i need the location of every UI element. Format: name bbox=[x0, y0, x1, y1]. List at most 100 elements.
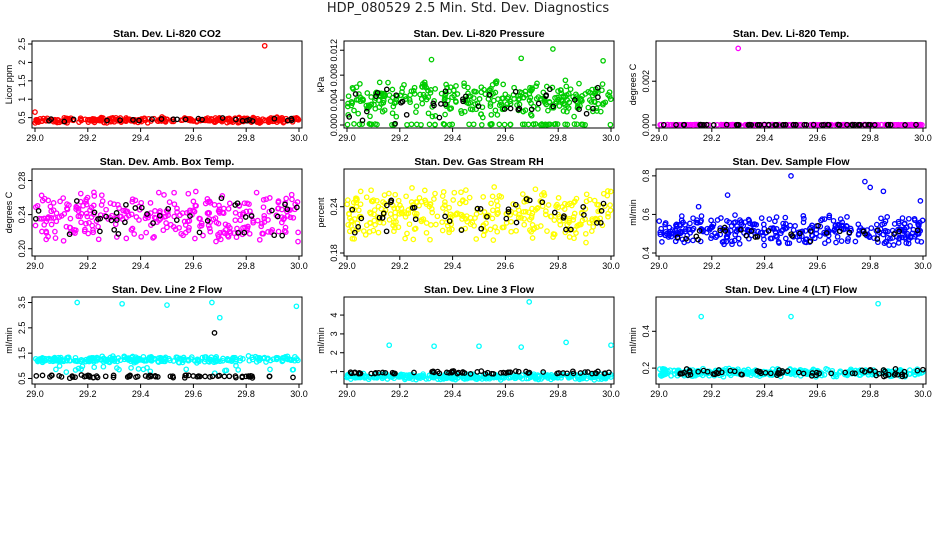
x-tick-label: 30.0 bbox=[290, 261, 308, 271]
point-dense bbox=[123, 235, 130, 242]
point-dense bbox=[588, 228, 595, 234]
point-dense bbox=[217, 230, 223, 236]
point-dense bbox=[164, 208, 171, 215]
point-black bbox=[288, 117, 295, 124]
point-dense bbox=[392, 191, 399, 198]
point-black bbox=[775, 369, 781, 376]
chart-sampleflow: Stan. Dev. Sample Flow ml/min 29.0 29.2 29.4… bbox=[628, 156, 932, 271]
panel-line3: Stan. Dev. Line 3 Flow ml/min 29.0 29.2 29.4… bbox=[312, 280, 624, 413]
point-black bbox=[104, 117, 110, 124]
point-dense bbox=[294, 199, 301, 205]
point-dense bbox=[416, 195, 423, 201]
point-dense bbox=[136, 217, 142, 223]
point-dense bbox=[512, 210, 519, 216]
point-dense bbox=[50, 200, 57, 206]
point-black bbox=[442, 213, 448, 220]
point-dense bbox=[174, 209, 180, 215]
point-dip bbox=[53, 366, 59, 373]
point-zero bbox=[496, 121, 503, 128]
point-dense bbox=[86, 355, 93, 362]
point-dense bbox=[911, 217, 918, 224]
point-dense bbox=[370, 227, 377, 234]
point-black bbox=[266, 373, 273, 380]
point-dense bbox=[464, 218, 471, 225]
point-dense bbox=[357, 188, 364, 195]
point-dense bbox=[265, 355, 271, 362]
point-black bbox=[550, 103, 557, 110]
point-black bbox=[431, 102, 437, 109]
point-dense bbox=[745, 216, 752, 223]
point-dense bbox=[822, 240, 828, 247]
point-dense bbox=[261, 215, 268, 222]
x-tick-label: 29.6 bbox=[185, 389, 203, 399]
point-black bbox=[374, 89, 381, 96]
point-dense bbox=[453, 83, 459, 89]
point-dense bbox=[350, 199, 357, 206]
point-black bbox=[722, 228, 729, 234]
point-zero bbox=[440, 121, 447, 127]
point-dense bbox=[517, 93, 524, 99]
point-black bbox=[243, 373, 249, 380]
x-tick-label: 29.4 bbox=[444, 261, 462, 271]
point-black bbox=[584, 369, 591, 375]
point-black bbox=[502, 370, 509, 376]
point-dense bbox=[784, 240, 791, 247]
point-black bbox=[752, 234, 759, 240]
point-dense bbox=[39, 228, 45, 235]
point-dense bbox=[800, 219, 807, 226]
point-dense bbox=[461, 80, 467, 87]
point-dense bbox=[345, 221, 352, 228]
point-dense bbox=[421, 187, 428, 194]
point-dense bbox=[413, 103, 420, 110]
point-dense bbox=[902, 234, 908, 241]
point-dense bbox=[411, 91, 418, 97]
point-dense bbox=[905, 233, 911, 240]
point-dense bbox=[473, 236, 480, 242]
point-black bbox=[580, 204, 587, 210]
point-dense bbox=[781, 223, 787, 230]
x-tick-label: 29.0 bbox=[338, 133, 356, 143]
plot-frame bbox=[655, 40, 927, 129]
point-black bbox=[801, 121, 808, 128]
point-dense bbox=[363, 102, 370, 109]
y-tick-label: 0.28 bbox=[17, 172, 27, 190]
point-dense bbox=[566, 234, 573, 240]
point-black bbox=[595, 94, 601, 101]
point-zero bbox=[356, 121, 363, 128]
point-dense bbox=[256, 236, 263, 243]
point-dense bbox=[466, 194, 473, 201]
point-dense bbox=[387, 98, 394, 104]
point-black bbox=[735, 122, 742, 128]
point-dense bbox=[487, 103, 494, 110]
point-black bbox=[226, 373, 233, 380]
point-dip bbox=[267, 366, 273, 373]
point-dense bbox=[206, 210, 213, 216]
point-dense bbox=[770, 226, 777, 232]
point-black bbox=[269, 207, 275, 214]
panel-sampleflow: Stan. Dev. Sample Flow ml/min 29.0 29.2 29.4… bbox=[624, 152, 936, 285]
point-black bbox=[710, 122, 717, 128]
point-black bbox=[526, 197, 533, 204]
point-black bbox=[113, 217, 120, 223]
point-dense bbox=[837, 368, 844, 375]
point-black bbox=[383, 86, 390, 93]
point-black bbox=[600, 200, 607, 207]
point-zero bbox=[488, 121, 495, 127]
point-black bbox=[846, 229, 853, 236]
point-dense bbox=[871, 235, 877, 241]
point-dense bbox=[161, 355, 167, 362]
point-dense bbox=[394, 205, 401, 212]
point-black bbox=[874, 227, 881, 234]
point-dense bbox=[434, 213, 441, 220]
point-dense bbox=[690, 215, 696, 222]
point-black bbox=[156, 212, 163, 219]
point-black bbox=[133, 374, 139, 380]
point-black bbox=[849, 370, 856, 377]
point-black bbox=[232, 202, 239, 208]
point-dense bbox=[295, 238, 301, 245]
point-dense bbox=[220, 210, 227, 217]
point-black bbox=[403, 111, 410, 118]
point-dense bbox=[357, 81, 363, 87]
point-dip bbox=[235, 367, 242, 373]
point-black bbox=[862, 231, 868, 237]
